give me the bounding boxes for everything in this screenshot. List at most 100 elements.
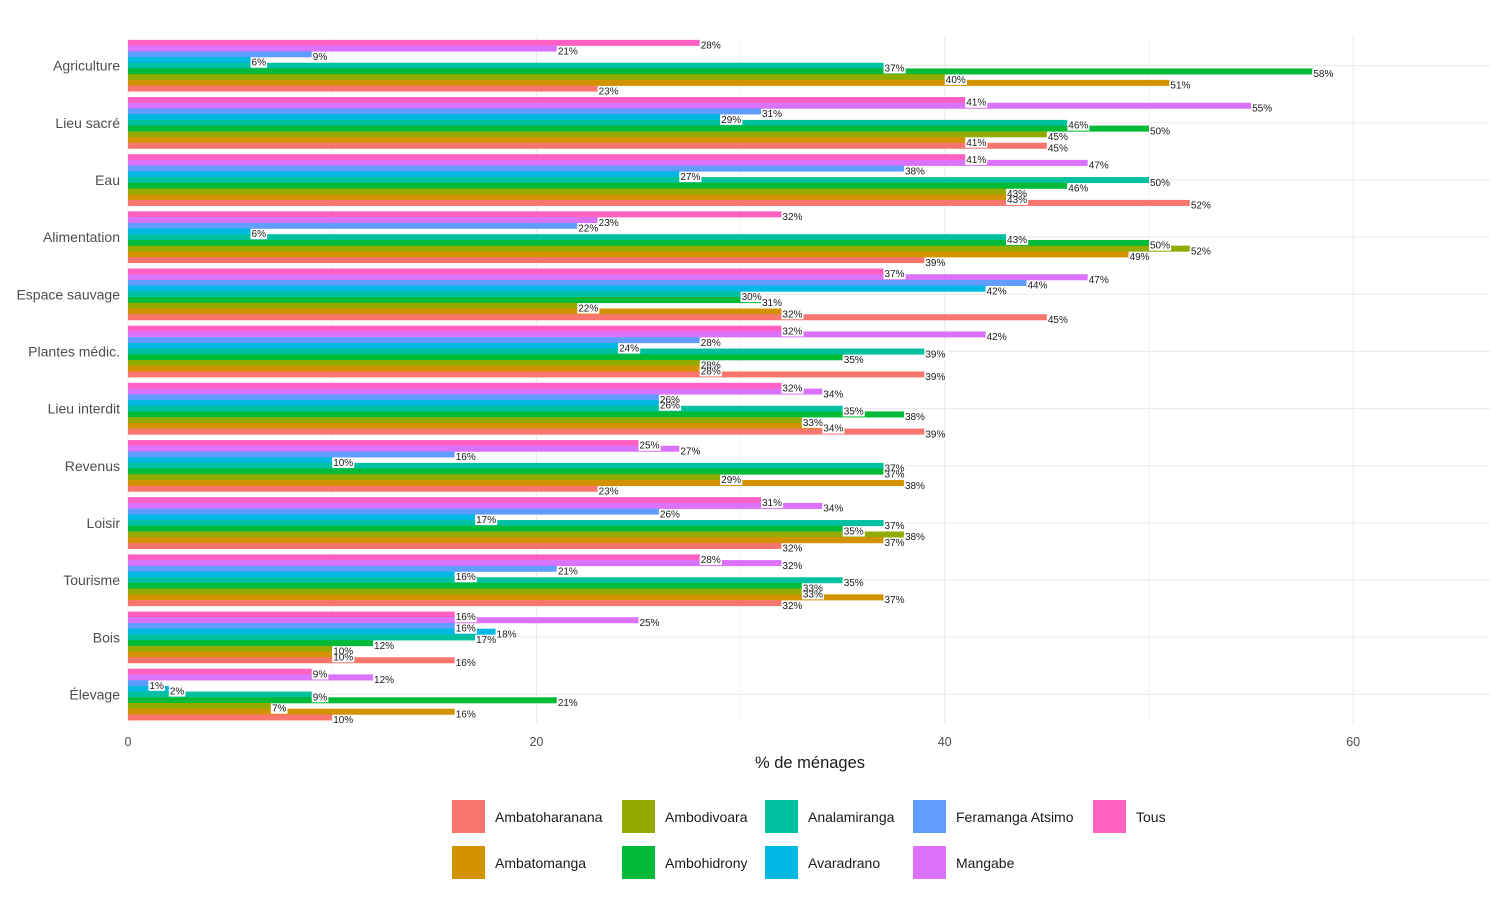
bar-value-label: 45% <box>1048 143 1068 154</box>
bar <box>128 228 251 235</box>
bar-label-background <box>556 48 579 57</box>
bar-label-background <box>822 391 845 400</box>
bar-value-label: 32% <box>782 384 802 395</box>
bar-value-label: 25% <box>639 441 659 452</box>
bar-label-background <box>1046 145 1070 154</box>
bar-label-background <box>924 259 947 268</box>
bar-value-label: 39% <box>925 372 945 383</box>
bar-value-label: 43% <box>1007 235 1027 246</box>
bar-value-label: 9% <box>313 692 328 703</box>
bar <box>128 154 966 161</box>
x-tick-label: 40 <box>938 735 952 749</box>
category-label: Espace sauvage <box>16 286 120 302</box>
bar-value-label: 38% <box>905 481 925 492</box>
bar-label-background <box>658 402 682 411</box>
bar <box>128 628 496 635</box>
bar <box>128 440 639 447</box>
bar-value-label: 16% <box>456 452 476 463</box>
legend-swatch <box>765 800 798 833</box>
bar <box>128 359 700 367</box>
bar <box>128 268 884 275</box>
bar-label-background <box>781 385 804 394</box>
bar-value-label: 32% <box>782 326 802 337</box>
bar <box>128 542 782 549</box>
bar-label-background <box>618 345 641 354</box>
bar <box>128 594 884 601</box>
legend-swatch <box>765 846 798 879</box>
bar <box>128 348 925 355</box>
bar-label-background <box>965 139 988 148</box>
bar-value-label: 41% <box>966 155 986 166</box>
bar-label-background <box>454 574 477 583</box>
bar-value-label: 34% <box>823 424 843 435</box>
bar-value-label: 51% <box>1170 81 1190 92</box>
legend-item: Ambatomanga <box>452 846 586 879</box>
bar <box>128 114 721 121</box>
bar <box>128 97 966 104</box>
legend-item: Mangabe <box>913 846 1014 879</box>
bar <box>128 297 762 304</box>
bar-value-label: 16% <box>456 658 476 669</box>
bar-label-background <box>311 671 329 680</box>
bar-value-label: 35% <box>844 578 864 589</box>
bar-value-label: 52% <box>1191 201 1211 212</box>
bar-value-label: 9% <box>313 669 328 680</box>
legend-item: Analamiranga <box>765 800 894 833</box>
bar-label-background <box>903 482 927 491</box>
bar <box>128 291 741 298</box>
bar-value-label: 45% <box>1048 315 1068 326</box>
bar-value-label: 25% <box>639 618 659 629</box>
bar-label-background <box>883 465 906 474</box>
bar-label-background <box>475 637 498 646</box>
bar-value-label: 23% <box>599 86 619 97</box>
bar-label-background <box>556 568 579 577</box>
bar <box>128 462 884 469</box>
bar <box>128 634 476 641</box>
bar <box>128 365 700 372</box>
bar-label-background <box>597 219 620 228</box>
bar <box>128 388 823 395</box>
bar <box>128 211 782 218</box>
bar-label-background <box>495 631 518 640</box>
bar-value-label: 6% <box>252 58 267 69</box>
bar <box>128 577 843 584</box>
bar-value-label: 41% <box>966 98 986 109</box>
bar-label-background <box>924 374 947 383</box>
bar-label-background <box>1189 248 1212 257</box>
bar-label-background <box>679 448 702 457</box>
legend-item: Avaradrano <box>765 846 880 879</box>
bar <box>128 525 843 532</box>
bar-label-background <box>311 54 329 63</box>
bar-label-background <box>781 328 804 337</box>
bar-value-label: 16% <box>456 709 476 720</box>
bar <box>128 125 1149 132</box>
bar-label-background <box>270 705 288 714</box>
bar <box>128 480 904 487</box>
bar-value-label: 17% <box>476 515 496 526</box>
bar-label-background <box>781 562 804 571</box>
bar-value-label: 37% <box>885 521 905 532</box>
bar-value-label: 30% <box>742 292 762 303</box>
bar-value-label: 50% <box>1150 178 1170 189</box>
bar-label-background <box>822 425 845 434</box>
bar-value-label: 58% <box>1313 69 1333 80</box>
bar <box>128 485 598 492</box>
legend-item: Feramanga Atsimo <box>913 800 1074 833</box>
bar-value-label: 28% <box>701 338 721 349</box>
bar-label-background <box>720 116 743 125</box>
bar <box>128 445 680 452</box>
bar <box>128 131 1047 138</box>
bar-value-label: 27% <box>680 172 700 183</box>
bar-value-label: 24% <box>619 344 639 355</box>
bar-label-background <box>1128 254 1151 263</box>
bar-label-background <box>842 579 865 588</box>
bar-value-label: 22% <box>578 224 598 235</box>
bar <box>128 57 251 64</box>
bar-label-background <box>965 156 988 165</box>
legend-label: Ambohidrony <box>665 854 748 871</box>
bar <box>128 617 639 624</box>
bar-value-label: 16% <box>456 624 476 635</box>
bar-label-background <box>168 688 186 697</box>
bar <box>128 560 782 567</box>
